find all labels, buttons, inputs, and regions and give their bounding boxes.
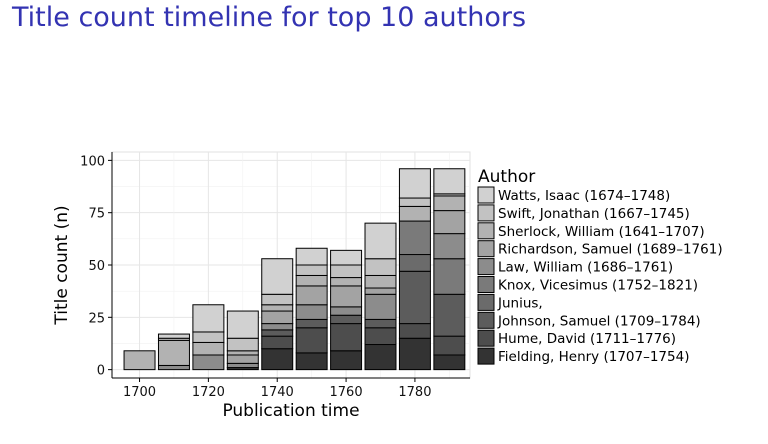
legend: Author Watts, Isaac (1674–1748) Swift, Jo… [477,167,723,365]
bar-segment [226,337,259,352]
bar-segment [364,327,397,346]
bar-segment [192,304,225,333]
bar-segment [123,350,156,371]
bar-segment [364,274,397,289]
bar-segment [330,314,363,325]
bar-segment [433,195,466,212]
bar-segment [433,258,466,295]
bar-segment [433,168,466,195]
legend-label: Watts, Isaac (1674–1748) [498,188,670,204]
y-tick-label: 0 [97,364,105,379]
bar-segment [330,249,363,266]
legend-label: Richardson, Samuel (1689–1761) [498,242,723,258]
legend-swatch [477,347,495,365]
legend-label: Swift, Jonathan (1667–1745) [498,206,690,222]
legend-label: Sherlock, William (1641–1707) [498,224,705,240]
bar-segment [295,264,328,276]
bar-segment [364,293,397,320]
legend-title: Author [478,167,535,187]
bar-segment [433,354,466,371]
bar-segment [364,258,397,276]
bar-segment [192,331,225,343]
legend-swatch [477,329,495,347]
bar-segment [398,220,431,256]
legend-label: Fielding, Henry (1707–1754) [498,349,689,365]
bar-segment [157,364,190,371]
slide-title: Title count timeline for top 10 authors [12,2,527,33]
bar-segment [398,323,431,339]
bar-segment [330,285,363,308]
bar-segment [226,354,259,364]
bar-segment [261,304,294,312]
legend-label: Knox, Vicesimus (1752–1821) [498,278,698,294]
legend-label: Law, William (1686–1761) [498,260,673,276]
bar-segment [157,333,190,339]
bar-segment [433,293,466,337]
bar-segment [433,210,466,235]
bar-segment [433,233,466,260]
bar-segment [398,270,431,325]
legend-swatch [477,204,495,222]
tick-labels: 0 25 50 75 100 1700 1720 1740 1760 1780 [80,154,431,400]
bar-segment [226,310,259,339]
bar-segment [295,285,328,306]
bar-segment [330,277,363,287]
legend-label: Johnson, Samuel (1709–1784) [497,313,701,329]
y-tick-label: 75 [88,207,105,222]
bar-segment [364,344,397,371]
bar-segment [330,264,363,279]
bar-segment [295,274,328,287]
bar-segment [364,287,397,295]
x-tick-label: 1720 [192,385,225,400]
bar-segment [364,222,397,260]
bar-segment [295,304,328,320]
bar-segment [295,318,328,329]
x-tick-label: 1700 [123,385,156,400]
bar-segment [261,348,294,371]
bar-segment [261,258,294,295]
bar-segment [398,254,431,272]
bar-segment [192,354,225,371]
legend-label: Hume, David (1711–1776) [498,331,676,347]
y-tick-label: 50 [88,259,105,274]
bar-segment [261,310,294,325]
x-axis-title: Publication time [222,401,359,421]
y-tick-label: 25 [88,311,105,326]
y-axis-title: Title count (n) [52,205,72,325]
bar-segment [295,352,328,371]
bar-segment [295,327,328,354]
bar-segment [157,339,190,366]
x-tick-label: 1740 [261,385,294,400]
bars [123,168,466,371]
bar-segment [398,197,431,207]
bar-segment [226,362,259,369]
bar-segment [192,341,225,356]
bar-segment [330,350,363,371]
legend-swatch [477,311,495,329]
bar-segment [261,335,294,350]
bar-segment [330,306,363,316]
bar-segment [261,329,294,337]
legend-swatch [477,258,495,276]
bar-segment [261,323,294,331]
y-tick-label: 100 [80,154,105,169]
bar-segment [398,205,431,222]
bar-segment [330,323,363,352]
legend-swatch [477,222,495,240]
legend-swatch [477,293,495,311]
x-tick-label: 1760 [330,385,363,400]
bar-segment [226,350,259,356]
bar-segment [398,168,431,199]
bar-segment [433,335,466,356]
legend-label: Junius, [497,295,543,311]
legend-swatch [477,240,495,258]
x-tick-label: 1780 [398,385,431,400]
legend-swatch [477,186,495,204]
bar-segment [261,293,294,306]
bar-segment [398,337,431,371]
bar-segment [364,318,397,329]
legend-swatch [477,276,495,293]
bar-segment [295,247,328,266]
